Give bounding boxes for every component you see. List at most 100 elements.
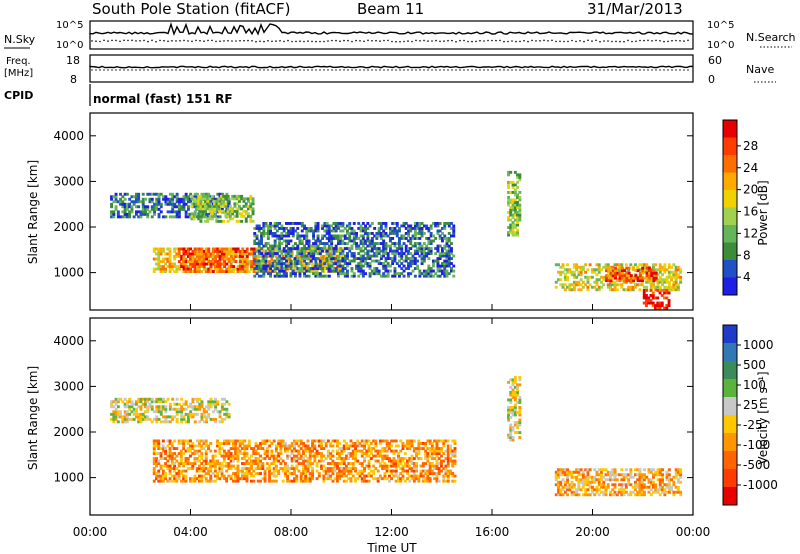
echo-cell	[202, 442, 206, 445]
echo-cell	[196, 265, 199, 268]
echo-cell	[243, 462, 247, 465]
echo-cell	[282, 274, 286, 278]
echo-cell	[175, 265, 179, 268]
echo-cell	[159, 252, 163, 256]
echo-cell	[209, 479, 213, 483]
echo-cell	[595, 273, 599, 277]
nave-dot	[223, 69, 225, 71]
echo-cell	[284, 474, 287, 478]
echo-cell	[191, 397, 195, 401]
echo-cell	[388, 464, 391, 468]
echo-cell	[595, 268, 599, 272]
y-tick-label: 4000	[53, 129, 84, 143]
echo-cell	[334, 229, 338, 233]
echo-cell	[654, 306, 657, 310]
echo-cell	[168, 210, 172, 214]
echo-cell	[238, 199, 241, 203]
echo-cell	[625, 266, 629, 270]
echo-cell	[333, 477, 337, 481]
echo-cell	[429, 247, 433, 250]
echo-cell	[370, 237, 374, 240]
echo-cell	[298, 239, 302, 243]
echo-cell	[377, 234, 381, 238]
echo-cell	[256, 472, 260, 475]
echo-cell	[361, 272, 365, 276]
echo-cell	[561, 283, 565, 287]
search-noise-dot	[287, 39, 289, 42]
echo-cell	[168, 197, 172, 201]
echo-cell	[119, 215, 122, 219]
echo-cell	[322, 477, 326, 481]
echo-cell	[372, 472, 376, 475]
echo-cell	[359, 269, 363, 273]
echo-cell	[424, 457, 428, 460]
nave-dot	[235, 69, 237, 71]
echo-cell	[332, 227, 336, 230]
echo-cell	[175, 397, 179, 401]
echo-cell	[650, 274, 654, 278]
echo-cell	[672, 283, 676, 287]
echo-cell	[341, 259, 345, 263]
echo-cell	[206, 197, 210, 201]
echo-cell	[231, 194, 235, 198]
echo-cell	[187, 195, 190, 199]
echo-cell	[222, 257, 226, 261]
echo-cell	[346, 269, 349, 273]
echo-cell	[247, 472, 251, 475]
echo-cell	[286, 467, 290, 470]
echo-cell	[153, 207, 156, 211]
echo-cell	[236, 464, 240, 468]
search-noise-dot	[263, 40, 265, 43]
echo-cell	[287, 222, 291, 225]
echo-cell	[304, 454, 308, 458]
echo-cell	[620, 276, 624, 280]
echo-cell	[179, 452, 183, 455]
echo-cell	[236, 452, 240, 455]
echo-cell	[261, 457, 265, 460]
search-noise-dot	[679, 40, 681, 42]
echo-cell	[198, 265, 202, 268]
nave-dot	[383, 69, 385, 71]
echo-cell	[425, 252, 429, 255]
echo-cell	[393, 242, 397, 245]
echo-cell	[365, 449, 369, 453]
echo-cell	[650, 271, 654, 275]
echo-cell	[595, 280, 599, 284]
echo-cell	[269, 224, 272, 228]
echo-cell	[257, 239, 261, 243]
echo-cell	[168, 250, 172, 253]
echo-cell	[207, 260, 211, 263]
echo-cell	[130, 205, 134, 209]
echo-cell	[325, 224, 329, 228]
search-noise-dot	[575, 40, 577, 43]
echo-cell	[337, 257, 340, 260]
echo-cell	[320, 444, 323, 448]
echo-cell	[346, 237, 349, 240]
echo-cell	[370, 259, 374, 263]
echo-cell	[568, 268, 572, 272]
echo-cell	[422, 269, 426, 273]
echo-cell	[679, 278, 683, 282]
echo-cell	[333, 469, 337, 473]
echo-cell	[193, 267, 197, 271]
search-noise-dot	[515, 40, 517, 43]
echo-cell	[377, 272, 381, 276]
echo-cell	[381, 457, 385, 460]
echo-cell	[327, 239, 331, 243]
search-noise-dot	[95, 40, 97, 42]
echo-cell	[667, 280, 671, 284]
echo-cell	[204, 477, 208, 481]
echo-cell	[422, 259, 426, 263]
echo-cell	[326, 449, 330, 453]
nave-dot	[395, 69, 397, 71]
echo-cell	[337, 234, 340, 238]
echo-cell	[302, 477, 305, 481]
echo-cell	[314, 242, 318, 245]
echo-cell	[256, 462, 260, 465]
colorbar-segment	[723, 172, 737, 191]
echo-cell	[287, 229, 291, 233]
echo-cell	[395, 234, 399, 238]
echo-cell	[385, 467, 389, 470]
echo-cell	[427, 237, 431, 240]
echo-cell	[381, 477, 385, 481]
